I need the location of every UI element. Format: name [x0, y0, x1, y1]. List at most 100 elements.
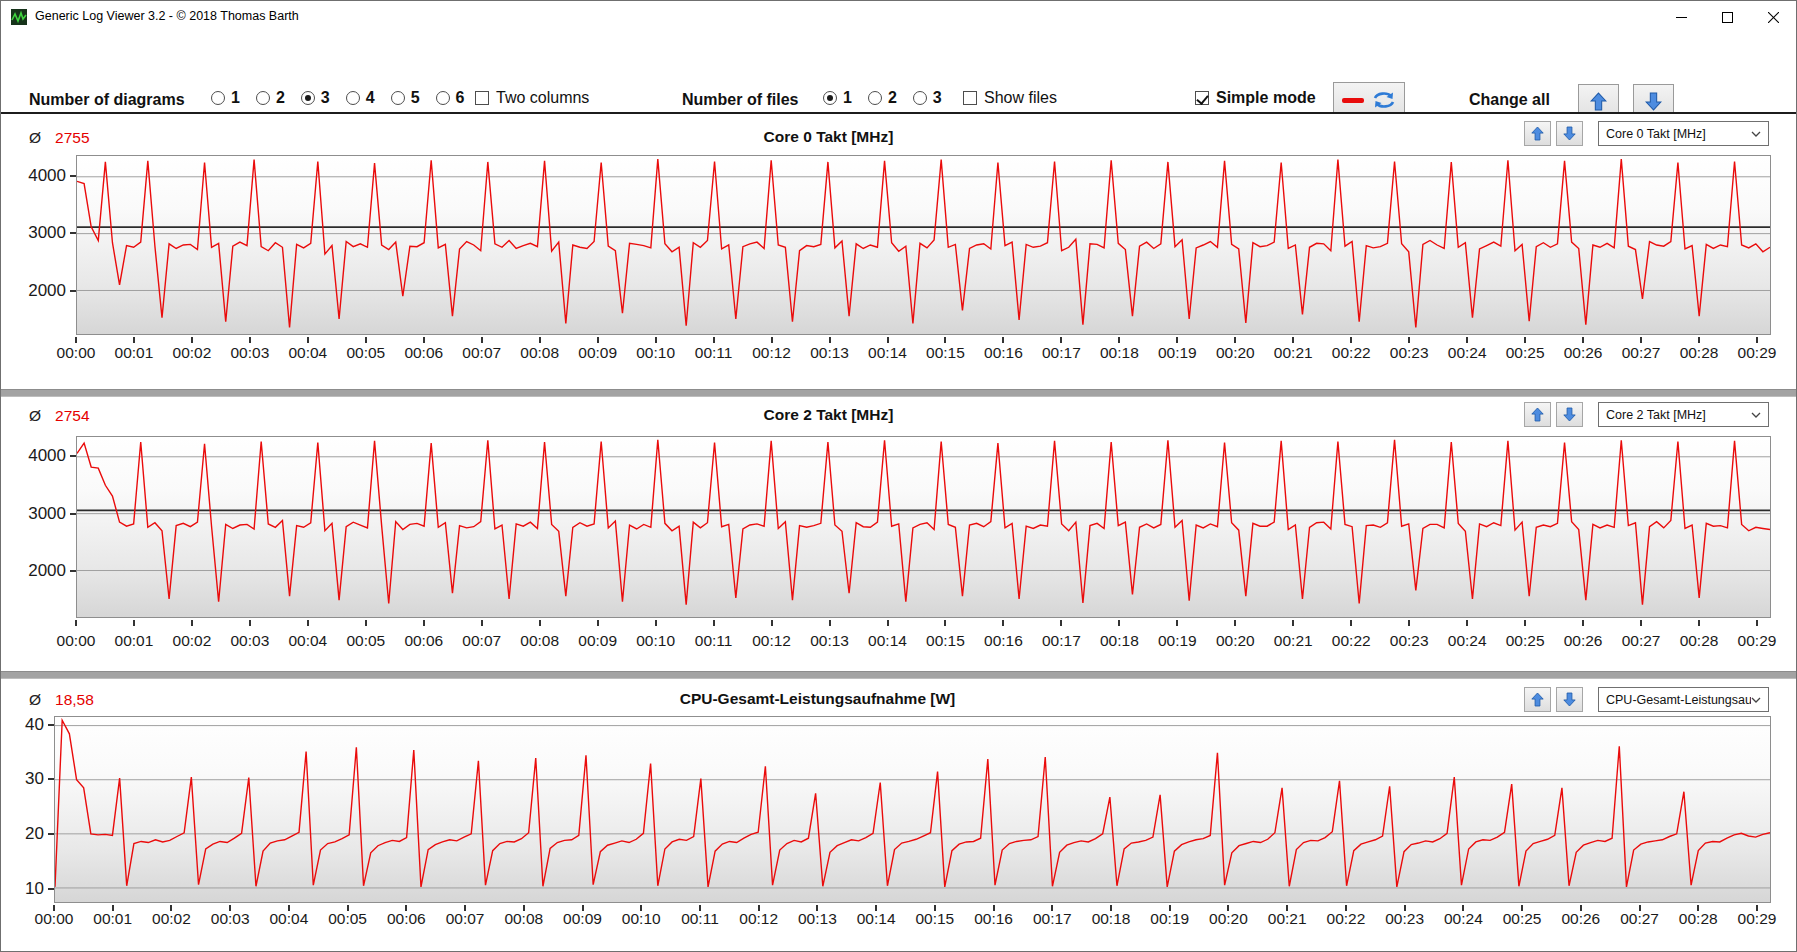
- x-tick-label: 00:28: [1669, 910, 1727, 928]
- x-tick-label: 00:07: [436, 910, 494, 928]
- x-tick-label: 00:20: [1199, 910, 1257, 928]
- x-tick-mark: [1640, 337, 1642, 343]
- radio-files-1[interactable]: [823, 91, 837, 105]
- number-of-diagrams-label: Number of diagrams: [29, 91, 185, 109]
- x-tick-mark: [249, 620, 251, 626]
- x-tick-mark: [655, 337, 657, 343]
- x-tick-label: 00:18: [1090, 344, 1148, 362]
- average-symbol: Ø: [29, 691, 41, 708]
- signal-select-dropdown[interactable]: CPU-Gesamt-Leistungsau: [1598, 687, 1769, 712]
- charts-area: Ø2755 Core 0 Takt [MHz] Core 0 Takt [MHz…: [1, 112, 1796, 952]
- chart-move-down-button[interactable]: [1556, 687, 1583, 712]
- two-columns-label: Two columns: [496, 89, 589, 107]
- file-count-radio-group: 123: [823, 89, 958, 107]
- x-tick-label: 00:08: [511, 344, 569, 362]
- x-tick-mark: [1176, 620, 1178, 626]
- x-tick-label: 00:14: [859, 632, 917, 650]
- x-tick-mark: [1002, 337, 1004, 343]
- x-tick-mark: [1234, 337, 1236, 343]
- x-tick-label: 00:09: [569, 344, 627, 362]
- two-columns-checkbox[interactable]: [475, 91, 489, 105]
- x-tick-mark: [1698, 620, 1700, 626]
- x-tick-label: 00:29: [1728, 910, 1786, 928]
- x-tick-label: 00:26: [1554, 344, 1612, 362]
- chart-move-up-button[interactable]: [1524, 121, 1551, 146]
- x-tick-label: 00:19: [1141, 910, 1199, 928]
- chart-move-up-button[interactable]: [1524, 402, 1551, 427]
- x-tick-label: 00:27: [1612, 632, 1670, 650]
- chart-move-up-button[interactable]: [1524, 687, 1551, 712]
- x-tick-label: 00:05: [337, 632, 395, 650]
- radio-files-3[interactable]: [913, 91, 927, 105]
- x-tick-label: 00:19: [1148, 632, 1206, 650]
- radio-diagrams-5[interactable]: [391, 91, 405, 105]
- y-tick-mark: [70, 175, 76, 177]
- x-tick-label: 00:21: [1264, 344, 1322, 362]
- x-tick-label: 00:18: [1090, 632, 1148, 650]
- average-symbol: Ø: [29, 129, 41, 146]
- signal-select-dropdown[interactable]: Core 0 Takt [MHz]: [1598, 121, 1769, 146]
- x-tick-mark: [655, 620, 657, 626]
- down-arrow-icon: [1563, 692, 1576, 707]
- x-tick-label: 00:17: [1032, 344, 1090, 362]
- radio-diagrams-2[interactable]: [256, 91, 270, 105]
- x-tick-label: 00:21: [1264, 632, 1322, 650]
- up-arrow-icon: [1531, 126, 1544, 141]
- x-tick-label: 00:04: [279, 632, 337, 650]
- x-tick-label: 00:10: [627, 344, 685, 362]
- x-tick-mark: [1292, 620, 1294, 626]
- x-tick-label: 00:03: [221, 344, 279, 362]
- x-tick-label: 00:16: [974, 632, 1032, 650]
- x-tick-label: 00:20: [1206, 344, 1264, 362]
- x-tick-mark: [75, 620, 77, 626]
- x-tick-mark: [1466, 620, 1468, 626]
- x-tick-mark: [597, 620, 599, 626]
- x-tick-label: 00:16: [974, 344, 1032, 362]
- close-button[interactable]: [1750, 1, 1796, 34]
- up-arrow-icon: [1531, 407, 1544, 422]
- radio-files-2[interactable]: [868, 91, 882, 105]
- radio-label-diagrams-2: 2: [276, 89, 285, 107]
- chart-move-down-button[interactable]: [1556, 402, 1583, 427]
- x-tick-label: 00:12: [743, 344, 801, 362]
- x-tick-label: 00:23: [1380, 344, 1438, 362]
- x-tick-label: 00:02: [163, 344, 221, 362]
- x-tick-label: 00:20: [1206, 632, 1264, 650]
- show-files-checkbox[interactable]: [963, 91, 977, 105]
- x-tick-label: 00:22: [1322, 344, 1380, 362]
- radio-diagrams-6[interactable]: [436, 91, 450, 105]
- y-tick-label: 3000: [1, 504, 66, 524]
- radio-label-diagrams-1: 1: [231, 89, 240, 107]
- x-tick-mark: [1582, 337, 1584, 343]
- x-tick-mark: [1756, 337, 1758, 343]
- maximize-button[interactable]: [1704, 1, 1750, 34]
- two-columns-option: Two columns: [475, 89, 589, 107]
- x-tick-label: 00:11: [671, 910, 729, 928]
- x-tick-label: 00:03: [221, 632, 279, 650]
- simple-mode-checkbox[interactable]: [1195, 91, 1209, 105]
- x-tick-label: 00:08: [511, 632, 569, 650]
- radio-diagrams-3[interactable]: [301, 91, 315, 105]
- signal-select-dropdown[interactable]: Core 2 Takt [MHz]: [1598, 402, 1769, 427]
- x-tick-label: 00:22: [1317, 910, 1375, 928]
- average-symbol: Ø: [29, 407, 41, 424]
- radio-diagrams-1[interactable]: [211, 91, 225, 105]
- x-tick-label: 00:10: [612, 910, 670, 928]
- radio-diagrams-4[interactable]: [346, 91, 360, 105]
- x-tick-label: 00:24: [1438, 344, 1496, 362]
- x-tick-label: 00:07: [453, 344, 511, 362]
- y-tick-mark: [70, 570, 76, 572]
- change-all-label: Change all: [1469, 91, 1550, 109]
- x-tick-label: 00:23: [1380, 632, 1438, 650]
- x-tick-mark: [539, 337, 541, 343]
- x-tick-label: 00:24: [1438, 632, 1496, 650]
- radio-label-files-1: 1: [843, 89, 852, 107]
- x-tick-label: 00:08: [495, 910, 553, 928]
- chart-move-down-button[interactable]: [1556, 121, 1583, 146]
- minimize-button[interactable]: [1658, 1, 1704, 34]
- y-tick-label: 4000: [1, 446, 66, 466]
- x-tick-mark: [365, 620, 367, 626]
- x-tick-mark: [1582, 620, 1584, 626]
- x-tick-mark: [1350, 620, 1352, 626]
- chart-panel-core2: Ø2754 Core 2 Takt [MHz] Core 2 Takt [MHz…: [1, 397, 1796, 671]
